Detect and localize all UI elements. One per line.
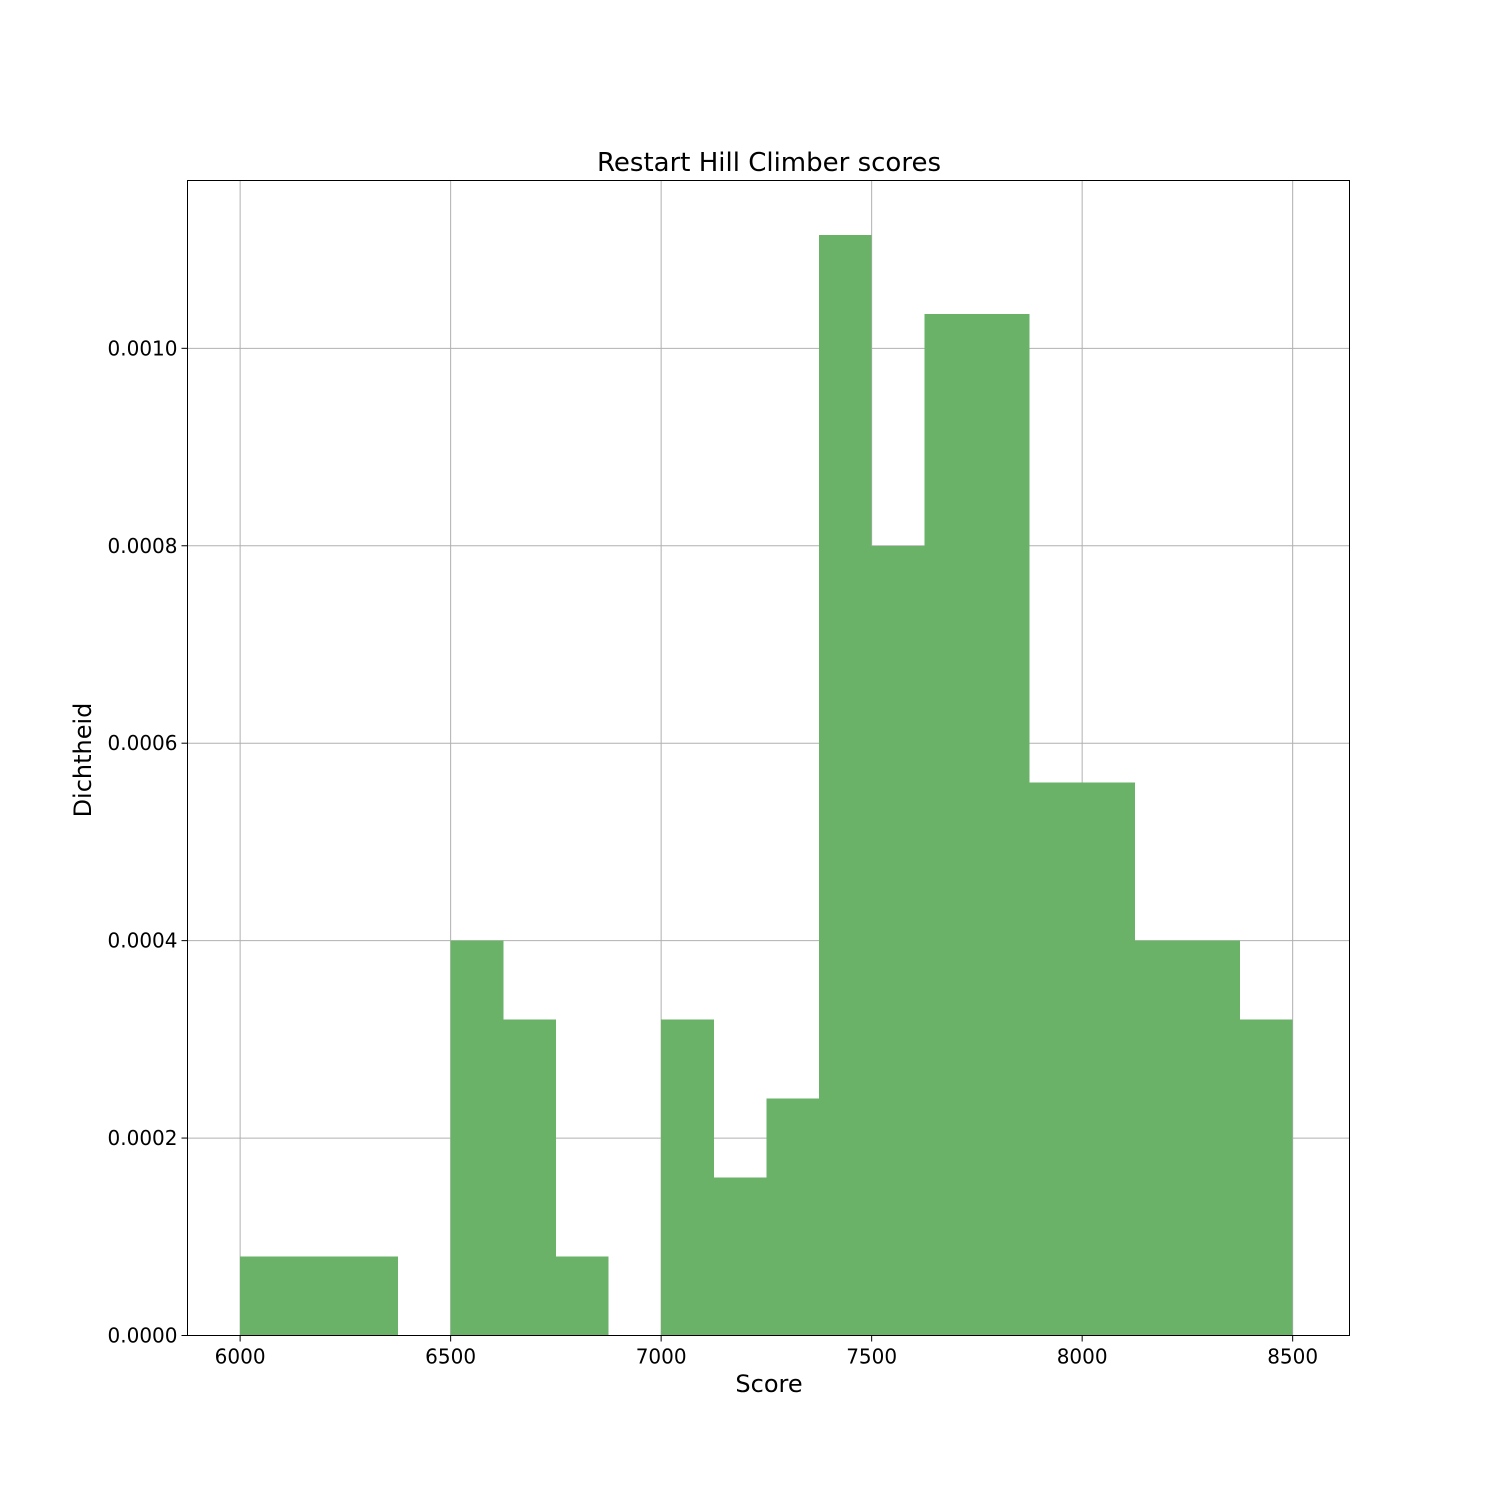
plot-frame bbox=[187, 180, 1350, 1336]
histogram-bar bbox=[1240, 1019, 1293, 1336]
histogram-bar bbox=[766, 1098, 820, 1336]
y-tick-label: 0.0002 bbox=[108, 1126, 178, 1150]
chart-title: Restart Hill Climber scores bbox=[597, 148, 941, 178]
y-tick-label: 0.0004 bbox=[108, 929, 178, 953]
histogram-bar bbox=[555, 1256, 609, 1336]
x-tick-label: 6000 bbox=[215, 1345, 266, 1369]
x-tick-label: 6500 bbox=[425, 1345, 476, 1369]
axis-ticks: 6000 6500 7000 7500 8000 8500 0.0000 0.0002 0.00… bbox=[108, 336, 1319, 1368]
histogram-bar bbox=[450, 940, 504, 1336]
histogram-bar bbox=[345, 1256, 399, 1336]
x-tick-label: 7500 bbox=[846, 1345, 897, 1369]
histogram-bar bbox=[503, 1019, 556, 1336]
x-tick-label: 7000 bbox=[636, 1345, 687, 1369]
grid-lines bbox=[187, 180, 1350, 1336]
histogram-bar bbox=[924, 313, 977, 1336]
y-tick-label: 0.0008 bbox=[108, 534, 178, 558]
histogram-bar bbox=[819, 234, 872, 1336]
x-tick-label: 8000 bbox=[1057, 1345, 1108, 1369]
histogram-bar bbox=[1187, 940, 1241, 1336]
histogram-bar bbox=[240, 1256, 293, 1336]
histogram-bar bbox=[871, 545, 925, 1336]
histogram-bar bbox=[661, 1019, 714, 1336]
histogram-bars bbox=[240, 234, 1293, 1336]
x-axis-label: Score bbox=[735, 1370, 802, 1398]
histogram-bar bbox=[713, 1177, 767, 1336]
y-axis-label: Dichtheid bbox=[69, 703, 97, 818]
y-tick-label: 0.0000 bbox=[108, 1324, 178, 1348]
histogram-bar bbox=[1134, 940, 1188, 1336]
histogram-bar bbox=[1082, 782, 1135, 1336]
y-tick-label: 0.0006 bbox=[108, 731, 178, 755]
x-tick-label: 8500 bbox=[1267, 1345, 1318, 1369]
histogram-bar bbox=[1029, 782, 1083, 1336]
histogram-bar bbox=[976, 313, 1030, 1336]
y-tick-label: 0.0010 bbox=[108, 336, 178, 360]
histogram-bar bbox=[292, 1256, 346, 1336]
